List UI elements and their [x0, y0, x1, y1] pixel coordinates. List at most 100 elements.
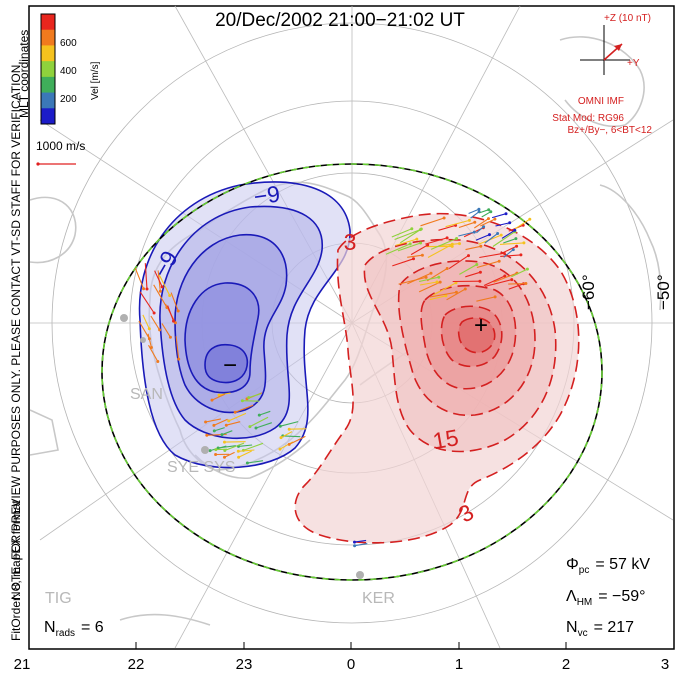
velocity-vector-origin: [287, 442, 291, 446]
velocity-vector: [391, 228, 413, 238]
latitude-label: −60°: [579, 274, 598, 310]
velocity-vector-origin: [419, 227, 423, 231]
map-content: [29, 5, 674, 649]
velocity-vector: [508, 283, 524, 290]
mlt-tick-label: 22: [128, 656, 145, 673]
velocity-vector: [221, 430, 233, 436]
velocity-vector-origin: [487, 217, 490, 221]
velocity-vector-origin: [220, 433, 224, 437]
colorbar-swatch: [41, 92, 55, 109]
velocity-vector-origin: [477, 207, 481, 211]
hm-boundary-latitude: ΛHM = −59°: [566, 588, 646, 608]
velocity-vector-origin: [511, 248, 515, 252]
velocity-vector-origin: [424, 275, 428, 279]
velocity-vector: [392, 258, 414, 267]
station-label: TIG: [45, 590, 72, 607]
velocity-vector: [508, 282, 526, 285]
velocity-vector: [280, 421, 299, 427]
velocity-vector: [134, 267, 145, 290]
velocity-vector: [484, 279, 512, 287]
velocity-vector-origin: [438, 280, 442, 284]
velocity-vector: [418, 281, 441, 293]
velocity-vector-origin: [147, 327, 151, 331]
velocity-vector-origin: [233, 410, 237, 414]
velocity-vector-origin: [508, 221, 512, 225]
velocity-vector: [418, 276, 439, 283]
station-label: SYE SYS: [167, 459, 235, 476]
velocity-vector: [465, 271, 481, 278]
colorbar-swatch: [41, 76, 55, 94]
contour-label: −9: [252, 180, 282, 209]
velocity-vector: [214, 427, 225, 432]
velocity-vector: [228, 412, 247, 422]
velocity-vector-origin: [467, 254, 470, 258]
velocity-vector: [248, 393, 262, 399]
station-labels: SAN SYE SYS TIG KER: [45, 386, 395, 607]
velocity-vector-origin: [489, 210, 493, 214]
velocity-vector-origin: [493, 295, 497, 299]
velocity-vector: [398, 276, 427, 285]
velocity-vector: [354, 543, 368, 547]
velocity-vector: [448, 255, 469, 270]
velocity-vector: [500, 254, 521, 257]
colorbar-swatch: [41, 45, 55, 62]
colorbar-outline: [40, 13, 56, 125]
velocity-vector: [445, 219, 470, 228]
velocity-vector: [483, 275, 506, 287]
colorbar-tick: 600: [60, 38, 77, 49]
velocity-vector-origin: [410, 227, 414, 231]
potential-minimum-marker: −: [223, 352, 237, 379]
velocity-vector-origin: [437, 275, 441, 279]
velocity-vector-origin: [237, 455, 241, 459]
velocity-vector-origin: [503, 274, 507, 278]
colorbar-tick: 200: [60, 94, 77, 105]
velocity-vector-origin: [279, 436, 283, 440]
heppner-maynard-boundary-dashes: [101, 163, 603, 581]
velocity-vector-origin: [475, 263, 479, 266]
colorbar-swatch: [41, 14, 55, 31]
velocity-vector: [438, 224, 456, 231]
velocity-vector-origin: [257, 413, 261, 417]
velocity-vector-origin: [142, 287, 146, 291]
velocity-vector-origin: [510, 278, 514, 282]
velocity-vector: [144, 263, 148, 290]
velocity-vector-origin: [478, 279, 482, 283]
velocity-vector-origin: [160, 285, 164, 289]
velocity-vector-origin: [473, 220, 477, 224]
potential-maximum-marker: +: [474, 312, 488, 339]
velocity-vector: [205, 418, 222, 423]
velocity-vector-origin: [278, 447, 282, 451]
velocity-vector-origin: [245, 461, 249, 465]
velocity-vector-origin: [479, 244, 483, 248]
velocity-vector-origin: [177, 357, 181, 361]
mlt-tick-label: 3: [661, 656, 669, 673]
velocity-vector-origin: [408, 242, 412, 246]
velocity-vector: [158, 274, 171, 296]
velocity-vector-origin: [467, 218, 471, 222]
velocity-vector: [458, 231, 475, 237]
velocity-vector-origin: [145, 287, 149, 291]
velocity-vector: [279, 441, 294, 450]
velocity-vector: [139, 291, 155, 314]
velocity-vector-origin: [212, 423, 216, 427]
velocity-vector-origin: [240, 399, 244, 403]
velocity-vector-origin: [497, 259, 501, 263]
colorbar-swatch: [41, 61, 55, 78]
velocity-vector: [395, 238, 417, 246]
imf-source-label: OMNI IMF: [578, 96, 624, 107]
velocity-vector: [425, 237, 448, 245]
velocity-vector: [492, 231, 516, 247]
velocity-vector: [399, 228, 422, 244]
velocity-vector-origin: [205, 433, 209, 437]
velocity-vector-origin: [212, 429, 216, 433]
velocity-vector: [161, 323, 171, 338]
velocity-vector: [394, 229, 421, 241]
imf-vector-head: [614, 44, 622, 51]
velocity-vector: [446, 288, 466, 301]
velocity-vector-origin: [415, 237, 419, 241]
velocity-vector: [142, 314, 150, 330]
station-markers: [120, 314, 364, 579]
velocity-vector-origin: [248, 425, 252, 429]
velocity-vector-origin: [472, 230, 476, 234]
preview-note: NOTE: FOR PREVIEW PURPOSES ONLY. PLEASE …: [9, 61, 23, 600]
